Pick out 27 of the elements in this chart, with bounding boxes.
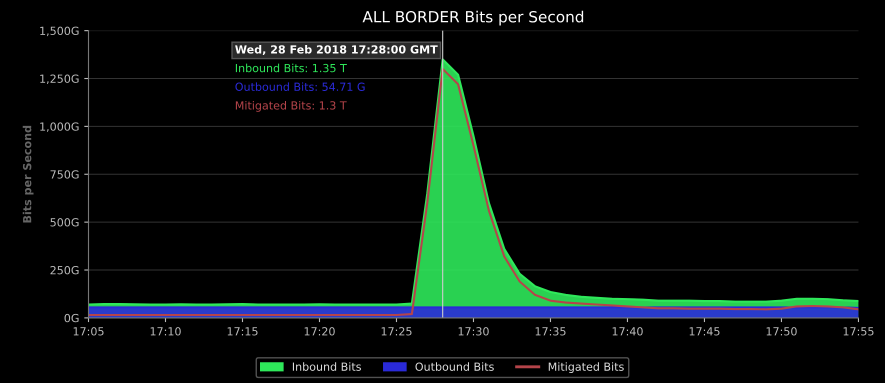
y-tick-label: 750G	[50, 170, 79, 179]
legend-label: Outbound Bits	[415, 362, 494, 371]
x-tick-label: 17:05	[74, 327, 104, 336]
x-tick-label: 17:20	[304, 327, 335, 336]
y-axis-title: Bits per Second	[22, 126, 34, 223]
y-tick-label: 1,000G	[40, 122, 79, 132]
x-tick-label: 17:55	[844, 327, 874, 336]
x-tick-label: 17:50	[766, 327, 797, 336]
y-tick-label: 250G	[50, 266, 79, 274]
x-tick-label: 17:25	[382, 327, 412, 336]
y-tick-label: 1,500G	[40, 26, 79, 36]
x-tick-label: 17:40	[612, 327, 643, 336]
annotation: Outbound Bits: 54.71 G	[235, 82, 365, 91]
x-tick-label: 17:15	[228, 327, 258, 336]
annotation: Inbound Bits: 1.35 T	[236, 64, 347, 72]
y-tick-label: 0G	[64, 314, 79, 322]
y-tick-label: 500G	[50, 218, 79, 227]
legend-label: Mitigated Bits	[548, 362, 624, 373]
x-tick-label: 17:45	[690, 327, 720, 336]
y-tick-label: 1,250G	[40, 74, 79, 84]
x-tick-label: 17:10	[150, 327, 181, 336]
annotation: Wed, 28 Feb 2018 17:28:00 GMT	[235, 45, 438, 56]
chart-title: ALL BORDER Bits per Second	[362, 10, 584, 26]
x-tick-label: 17:35	[536, 327, 566, 336]
annotation: Mitigated Bits: 1.3 T	[236, 101, 347, 112]
x-tick-label: 17:30	[458, 327, 489, 336]
legend-label: Inbound Bits	[292, 362, 361, 371]
